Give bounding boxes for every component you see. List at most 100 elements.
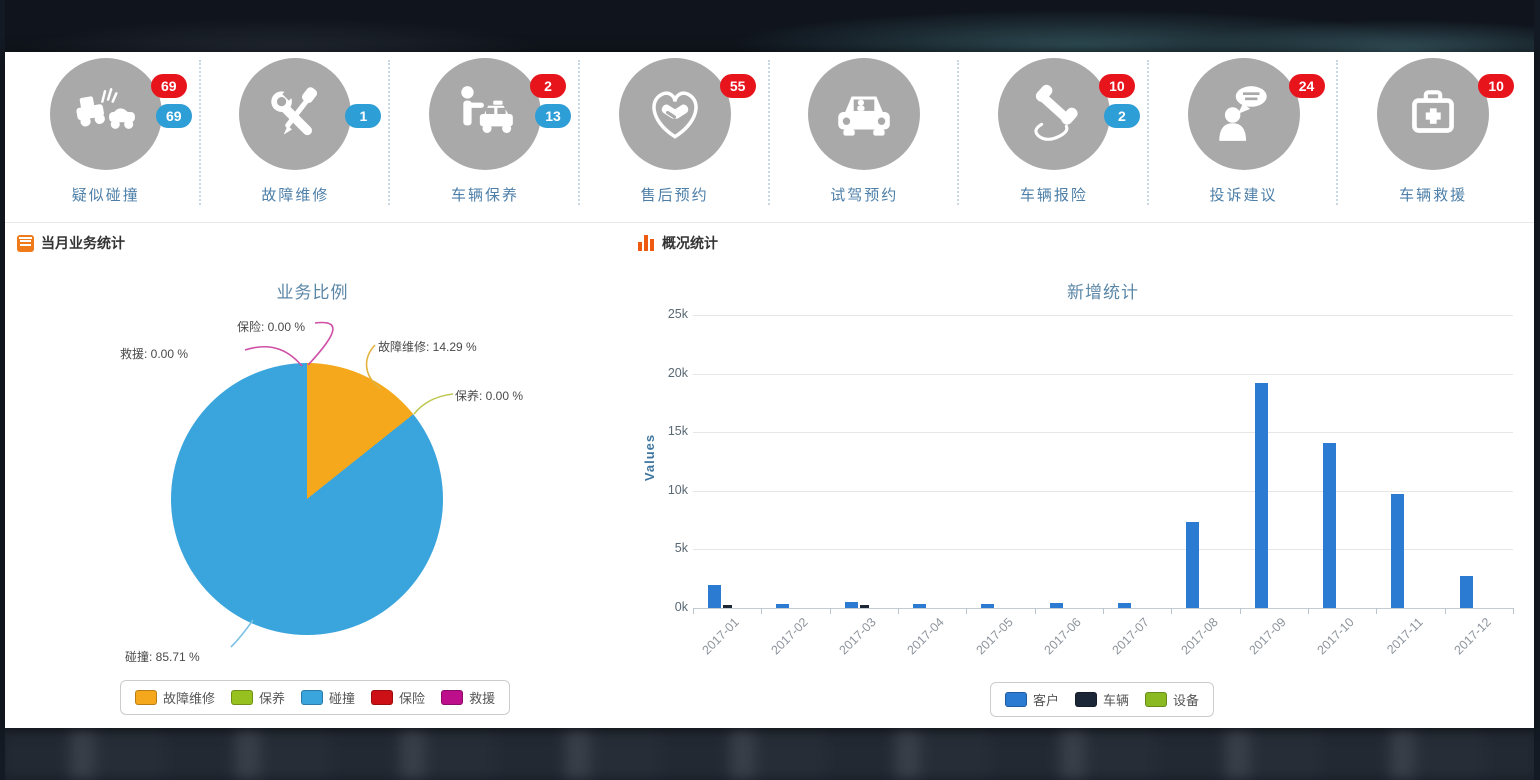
legend-item[interactable]: 客户 (1005, 690, 1059, 709)
legend-label: 故障维修 (163, 691, 216, 706)
x-axis-tick-label: 2017-07 (1109, 615, 1153, 658)
service-label: 疑似碰撞 (71, 187, 140, 204)
bar-chart-title: 新增统计 (1067, 283, 1139, 302)
legend-item[interactable]: 救援 (441, 688, 495, 707)
service-item-8[interactable]: 10 车辆救援 (1338, 52, 1528, 222)
bar-客户-2017-07 (1118, 603, 1132, 608)
legend-swatch (301, 690, 324, 705)
x-axis-tick-label: 2017-04 (904, 615, 948, 658)
legend-label: 保险 (399, 691, 426, 706)
bar-车辆-2017-01 (723, 605, 733, 608)
service-item-6[interactable]: 10 2 车辆报险 (959, 52, 1149, 222)
legend-swatch (441, 690, 464, 705)
legend-swatch (1145, 692, 1168, 707)
bar-slot-2017-04: 2017-04 (898, 315, 966, 657)
service-item-7[interactable]: 24 投诉建议 (1149, 52, 1339, 222)
x-axis-tick-label: 2017-12 (1451, 615, 1494, 658)
bar-chart-icon (638, 235, 655, 251)
badge-red: 10 (1098, 74, 1135, 98)
bar-chart-plot: 2017-01 2017-02 2017-03 2017-04 2017-05 2017-… (693, 315, 1515, 657)
car-collision-icon[interactable] (49, 58, 162, 170)
phone-handset-icon[interactable] (997, 58, 1110, 170)
bar-slot-2017-03: 2017-03 (829, 315, 898, 657)
pie-chart-section: 业务比例 故障维修 保养 碰撞 保险 救援 保险: 0.00 % 救援: 0.00 % 故障… (5, 228, 620, 728)
legend-item[interactable]: 设备 (1145, 690, 1199, 709)
bar-客户-2017-08 (1186, 522, 1200, 608)
service-label: 投诉建议 (1209, 187, 1278, 204)
service-item-1[interactable]: 69 69 疑似碰撞 (11, 52, 201, 222)
bar-客户-2017-10 (1323, 443, 1337, 608)
legend-swatch (135, 690, 157, 705)
pie-chart (171, 363, 443, 635)
background-top (0, 0, 1540, 52)
service-item-5[interactable]: 试驾预约 (770, 52, 960, 222)
pie-callout-label: 故障维修: 14.29 % (378, 340, 477, 354)
repair-tools-icon[interactable] (239, 58, 352, 170)
legend-label: 碰撞 (329, 691, 356, 706)
background-right (1534, 0, 1540, 780)
service-label: 车辆保养 (451, 187, 520, 204)
pie-callout-label: 碰撞: 85.71 % (125, 650, 200, 664)
legend-item[interactable]: 车辆 (1075, 690, 1129, 709)
left-section-title: 当月业务统计 (41, 235, 125, 251)
pie-chart-title: 业务比例 (276, 283, 349, 302)
person-car-icon[interactable] (429, 58, 542, 170)
bar-slot-2017-08: 2017-08 (1171, 315, 1239, 657)
person-chat-icon[interactable] (1187, 58, 1300, 170)
handshake-heart-icon[interactable] (618, 58, 731, 170)
y-axis-tick-label: 10k (667, 482, 688, 497)
bar-slot-2017-09: 2017-09 (1239, 315, 1308, 657)
legend-label: 设备 (1173, 693, 1200, 708)
bar-slot-2017-12: 2017-12 (1444, 315, 1515, 657)
bar-chart-section: 新增统计 Values 25k 20k 15k 10k 5k 0k 2017-01 2017… (620, 228, 1534, 728)
x-axis-tick-label: 2017-05 (973, 615, 1016, 658)
x-axis-tick-label: 2017-11 (1383, 615, 1426, 657)
service-label: 车辆救援 (1399, 187, 1468, 204)
legend-label: 救援 (469, 691, 496, 706)
badge-blue: 69 (155, 104, 192, 128)
legend-label: 客户 (1033, 693, 1060, 708)
service-item-2[interactable]: 1 故障维修 (201, 52, 391, 222)
legend-item[interactable]: 故障维修 (135, 688, 215, 707)
legend-item[interactable]: 碰撞 (301, 688, 355, 707)
pie-callout-label: 保险: 0.00 % (236, 320, 305, 334)
bar-车辆-2017-03 (859, 605, 869, 608)
bar-slot-2017-01: 2017-01 (693, 315, 761, 657)
first-aid-kit-icon[interactable] (1377, 58, 1490, 170)
badge-red: 55 (719, 74, 756, 98)
dashboard-panel: 69 69 疑似碰撞 1 故障维修 2 13 车辆保养 55 售后预约 试驾预约 10 2 车辆报险 24 投… (5, 52, 1534, 728)
background-left (0, 0, 5, 780)
bar-客户-2017-05 (981, 604, 995, 608)
badge-red: 69 (150, 74, 187, 98)
gridline (693, 373, 1513, 375)
badge-blue: 13 (535, 104, 572, 128)
pie-callout-label: 救援: 0.00 % (120, 347, 189, 361)
legend-label: 车辆 (1103, 693, 1130, 708)
background-bottom (0, 728, 1540, 780)
service-item-3[interactable]: 2 13 车辆保养 (390, 52, 580, 222)
legend-item[interactable]: 保险 (371, 688, 425, 707)
legend-swatch (1005, 692, 1027, 707)
car-front-icon[interactable] (808, 58, 921, 170)
badge-red: 2 (530, 74, 567, 98)
bar-slot-2017-10: 2017-10 (1308, 315, 1376, 657)
bar-客户-2017-11 (1391, 494, 1405, 608)
bar-legend: 客户 车辆 设备 (990, 682, 1215, 717)
legend-item[interactable]: 保养 (231, 688, 285, 707)
legend-swatch (371, 690, 394, 705)
y-axis-tick-label: 25k (667, 307, 688, 321)
x-axis-tick-label: 2017-01 (699, 615, 743, 658)
left-section-header: 当月业务统计 (17, 233, 125, 253)
bar-客户-2017-01 (708, 585, 722, 608)
gridline (693, 315, 1513, 316)
bar-slot-2017-05: 2017-05 (966, 315, 1034, 657)
bar-客户-2017-04 (913, 604, 927, 608)
x-axis-tick-label: 2017-09 (1246, 615, 1289, 658)
legend-swatch (1075, 692, 1098, 707)
bar-slot-2017-07: 2017-07 (1103, 315, 1171, 657)
badge-blue: 1 (345, 104, 382, 128)
service-label: 试驾预约 (830, 187, 899, 204)
service-item-4[interactable]: 55 售后预约 (580, 52, 770, 222)
bar-slot-2017-06: 2017-06 (1034, 315, 1103, 657)
right-section-title: 概况统计 (662, 235, 718, 251)
